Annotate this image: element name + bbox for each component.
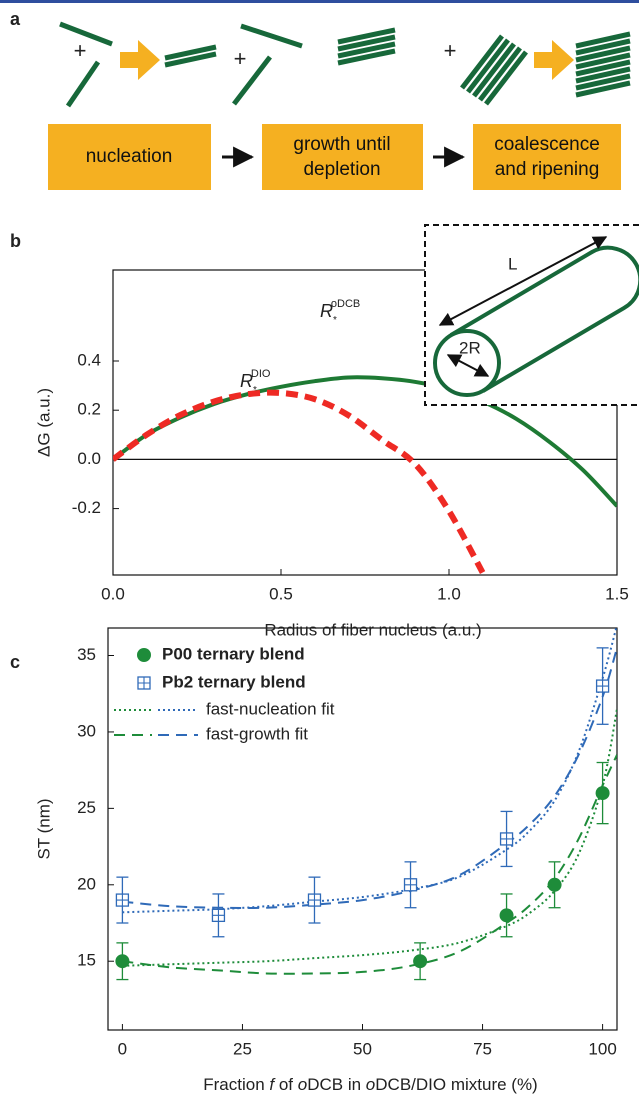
x-tick-label: 1.5	[605, 584, 629, 603]
fit-curve	[122, 647, 617, 910]
y-tick-label: 20	[77, 874, 96, 893]
point	[499, 908, 514, 923]
step-box	[48, 124, 211, 190]
x-axis-title: Radius of fiber nucleus (a.u.)	[264, 620, 481, 639]
point-cross	[138, 677, 150, 689]
x-axis-title-part: of	[274, 1075, 298, 1094]
step-box	[473, 124, 621, 190]
point-cross	[500, 832, 513, 845]
plus-sign: +	[74, 38, 87, 63]
x-tick-label: 25	[233, 1039, 252, 1058]
x-tick-label: 50	[353, 1039, 372, 1058]
process-arrow	[534, 40, 574, 80]
fit-curve	[122, 708, 617, 967]
point-cross	[596, 680, 609, 693]
x-axis-title-part: f	[269, 1075, 276, 1094]
curve	[113, 389, 486, 574]
inset-label: 2R	[459, 338, 481, 357]
annotation: R* oDCB	[320, 298, 360, 326]
step-label: nucleation	[86, 146, 173, 167]
point-cross	[212, 909, 225, 922]
annotation: R* DIO	[240, 368, 271, 396]
fit-curve	[122, 754, 617, 975]
annotation-sub: *	[333, 315, 337, 326]
step-box	[262, 124, 423, 190]
top-rule	[0, 0, 639, 3]
point	[413, 954, 428, 969]
y-axis-title: ST (nm)	[34, 798, 53, 859]
point	[547, 877, 562, 892]
point	[403, 878, 418, 892]
process-arrow	[120, 40, 160, 80]
x-tick-label: 0.5	[269, 584, 293, 603]
x-axis-title-part: DCB/DIO mixture (%)	[375, 1075, 537, 1094]
point	[115, 954, 130, 969]
annotation-symbol: R	[240, 371, 253, 391]
panel-label: c	[10, 652, 20, 672]
point-cross	[308, 894, 321, 907]
x-axis-title-part: o	[298, 1075, 307, 1094]
x-axis-title: Fraction f of oDCB in oDCB/DIO mixture (…	[203, 1075, 537, 1094]
step-label: growth until	[293, 134, 390, 155]
step-label: depletion	[303, 159, 380, 180]
annotation-sup: DIO	[251, 368, 271, 380]
y-axis-title: ΔG (a.u.)	[34, 388, 53, 457]
panel-label: a	[10, 9, 21, 29]
y-tick-label: 35	[77, 645, 96, 664]
length-arrow	[438, 236, 608, 326]
x-axis-title-part: o	[366, 1075, 375, 1094]
panel-label: b	[10, 231, 21, 251]
fibers	[59, 21, 631, 108]
point	[307, 893, 322, 907]
step-label: coalescence	[494, 134, 600, 155]
point-cross	[116, 894, 129, 907]
y-tick-label: 15	[77, 951, 96, 970]
legend-label: P00 ternary blend	[162, 644, 305, 663]
inset: L 2R	[424, 224, 639, 406]
point-cross	[404, 878, 417, 891]
annotation-sup: oDCB	[331, 298, 360, 310]
plot-area	[113, 375, 617, 574]
x-tick-label: 0.0	[101, 584, 125, 603]
annotation-sub: *	[253, 385, 257, 396]
point	[137, 676, 151, 690]
y-tick-label: 0.0	[77, 449, 101, 468]
point	[211, 908, 226, 923]
legend-label: Pb2 ternary blend	[162, 672, 306, 691]
x-axis-title-part: DCB in	[307, 1075, 366, 1094]
step-label: and ripening	[495, 159, 600, 180]
fit-curve	[122, 628, 617, 914]
x-tick-label: 0	[118, 1039, 127, 1058]
annotation-symbol: R	[320, 301, 333, 321]
plus-sign: +	[234, 46, 247, 71]
legend-label: fast-nucleation fit	[206, 699, 335, 718]
point	[499, 832, 514, 846]
point	[595, 679, 610, 693]
x-tick-label: 75	[473, 1039, 492, 1058]
y-tick-label: 30	[77, 721, 96, 740]
y-tick-label: 0.2	[77, 400, 101, 419]
y-tick-label: 25	[77, 798, 96, 817]
plus-sign: +	[444, 38, 457, 63]
point	[137, 648, 151, 662]
point	[595, 786, 610, 801]
y-tick-label: -0.2	[72, 498, 101, 517]
radius-arrow	[446, 354, 490, 377]
inset-label: L	[508, 254, 517, 273]
cylinder-end	[433, 329, 501, 397]
y-tick-label: 0.4	[77, 350, 101, 369]
legend-label: fast-growth fit	[206, 724, 308, 743]
x-tick-label: 100	[588, 1039, 616, 1058]
plot-frame	[112, 269, 618, 576]
point	[115, 893, 130, 907]
x-axis-title-part: Fraction	[203, 1075, 269, 1094]
x-tick-label: 1.0	[437, 584, 461, 603]
